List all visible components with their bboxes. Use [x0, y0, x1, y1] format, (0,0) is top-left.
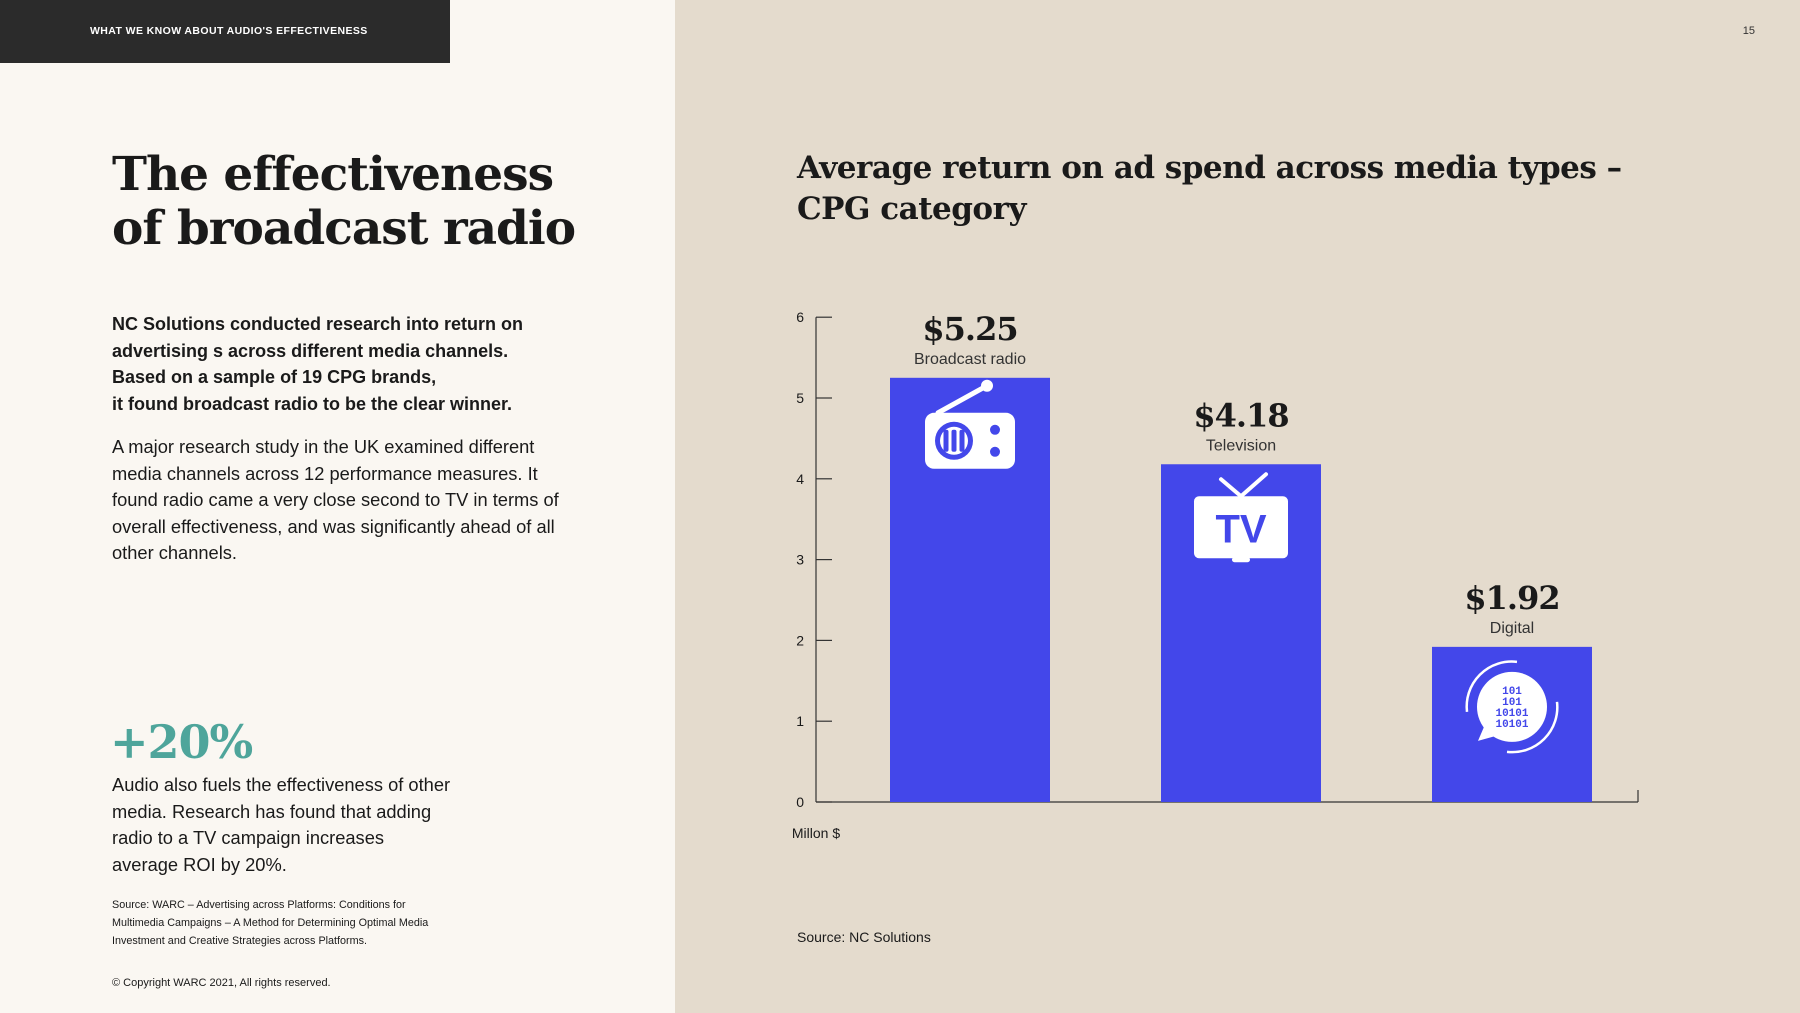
- lead-line: it found broadcast radio to be the clear…: [112, 393, 513, 414]
- lead-line: NC Solutions conducted research into ret…: [112, 314, 524, 334]
- page-number: 15: [1742, 25, 1755, 37]
- chart-title: Average return on ad spend across media …: [797, 150, 1622, 227]
- bar-chart: 0 1 2 3 4 5 6 Millon $ $5.25 Broadcast radio $4.18…: [792, 309, 1639, 841]
- tv-antenna: [1239, 472, 1268, 499]
- title-line-2: of broadcast radio: [112, 201, 576, 256]
- category-label: Broadcast radio: [914, 351, 1026, 368]
- section-label: WHAT WE KNOW ABOUT AUDIO'S EFFECTIVENESS: [90, 25, 368, 37]
- y-axis-label: Millon $: [792, 825, 840, 841]
- copyright-notice: © Copyright WARC 2021, All rights reserv…: [112, 977, 331, 989]
- radio-antenna: [935, 384, 988, 416]
- chart-source: Source: NC Solutions: [797, 929, 931, 945]
- bar-value-label: $4.18: [1193, 396, 1288, 434]
- digital-bubble-tail: [1478, 726, 1496, 741]
- y-tick-label: 4: [796, 471, 804, 487]
- left-panel: [0, 0, 675, 1013]
- radio-speaker-grille: [959, 429, 965, 452]
- tv-stand: [1232, 557, 1250, 563]
- page-title: The effectiveness of broadcast radio: [112, 148, 632, 256]
- radio-speaker-grille: [951, 429, 957, 452]
- tv-icon-label: TV: [1215, 507, 1266, 551]
- y-tick-label: 1: [796, 713, 804, 729]
- lead-line: advertising s across different media cha…: [112, 340, 509, 361]
- stat-description: Audio also fuels the effectiveness of ot…: [112, 774, 451, 875]
- y-tick-label: 3: [796, 552, 804, 568]
- digital-binary-text: 10101: [1495, 708, 1528, 720]
- digital-binary-text: 10101: [1495, 719, 1528, 731]
- lead-line: Based on a sample of 19 CPG brands,: [112, 367, 437, 387]
- radio-knob: [990, 424, 1000, 435]
- body-paragraph: A major research study in the UK examine…: [112, 436, 559, 563]
- bar-value-label: $5.25: [922, 310, 1017, 348]
- tv-antenna: [1219, 477, 1243, 499]
- header-bar: WHAT WE KNOW ABOUT AUDIO'S EFFECTIVENESS: [0, 0, 450, 63]
- digital-binary-text: 101: [1502, 686, 1522, 698]
- bar-value-label: $1.92: [1464, 579, 1559, 617]
- digital-binary-text: 101: [1502, 697, 1522, 709]
- title-line-1: The effectiveness: [112, 147, 554, 202]
- radio-antenna-tip: [981, 379, 993, 392]
- tv-icon: [1194, 496, 1288, 559]
- y-tick-label: 2: [796, 632, 804, 648]
- digital-arc: [1506, 701, 1559, 754]
- category-label: Television: [1206, 437, 1276, 454]
- radio-speaker-grille: [943, 429, 949, 452]
- y-tick-label: 6: [796, 309, 804, 325]
- radio-knob: [990, 446, 1000, 457]
- category-label: Digital: [1490, 620, 1534, 637]
- digital-arc: [1465, 660, 1518, 713]
- stat-highlight: +20%: [110, 715, 253, 769]
- lead-paragraph: NC Solutions conducted research into ret…: [112, 311, 582, 417]
- y-tick-label: 5: [796, 390, 804, 406]
- digital-icon: [1477, 671, 1547, 742]
- y-tick-label: 0: [796, 794, 804, 810]
- footnote-source: Source: WARC – Advertising across Platfo…: [112, 899, 429, 947]
